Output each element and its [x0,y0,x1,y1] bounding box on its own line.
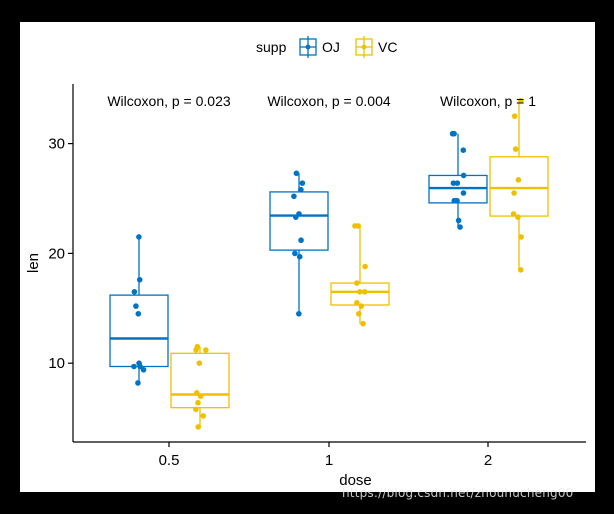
x-tick-label: 0.5 [159,452,180,469]
data-point-oj [293,170,300,177]
data-point-oj [457,224,463,230]
data-point-oj [135,380,141,386]
data-point-vc [362,263,368,270]
data-point-oj [131,363,137,370]
data-point-vc [354,280,360,286]
axes-layer: 10 20 30 0.5 1 2 dose len [25,84,586,489]
data-point-vc [356,289,363,295]
x-axis-title: dose [339,472,372,489]
y-tick-label: 10 [48,355,65,372]
points-layer [131,97,524,430]
legend-key-point [305,44,311,50]
data-point-oj [296,253,303,260]
box-oj-2 [428,133,488,228]
data-point-vc [510,211,517,217]
plot-panel: 10 20 30 0.5 1 2 dose len Wilcoxon, p = 0.023 Wi… [20,22,595,492]
data-point-vc [352,223,358,229]
data-point-vc [193,347,199,353]
data-point-vc [360,320,366,327]
y-tick-label: 30 [48,136,65,153]
box-vc-0_5 [170,346,230,427]
data-point-vc [515,214,521,220]
data-point-vc [197,393,204,399]
data-point-vc [515,177,522,183]
box-vc-1 [330,225,390,324]
data-point-oj [133,303,139,309]
data-point-oj [460,147,467,153]
data-point-oj [449,130,456,137]
data-point-oj [454,197,460,204]
data-point-oj [450,180,457,186]
data-point-oj [298,237,304,244]
data-point-oj [293,214,299,220]
data-point-oj [299,180,306,186]
data-point-vc [200,413,207,419]
legend-key-vc [355,36,373,58]
legend-label-vc: VC [378,39,397,55]
data-point-vc [195,424,202,430]
data-point-vc [358,303,365,309]
watermark-text: https://blog.csdn.net/zhouhucheng00 [342,486,574,500]
boxes-layer [109,100,549,427]
x-tick-label: 1 [325,452,333,469]
legend: supp OJ VC [256,36,397,58]
wilcoxon-annotation: Wilcoxon, p = 1 [440,93,536,109]
data-point-oj [137,363,143,370]
data-point-vc [193,406,199,413]
data-point-oj [455,217,462,224]
annotations-layer: Wilcoxon, p = 0.023 Wilcoxon, p = 0.004 Wi… [107,93,536,109]
data-point-vc [203,347,209,353]
data-point-vc [518,97,524,104]
data-point-oj [454,180,461,186]
data-point-vc [511,113,518,119]
data-point-vc [361,289,368,295]
data-point-vc [193,390,200,396]
data-point-oj [140,366,147,373]
box-oj-0_5 [109,236,169,383]
data-point-oj [291,193,297,200]
data-point-oj [298,186,304,193]
data-point-vc [511,190,517,196]
box-body [489,156,549,217]
box-body [109,294,169,368]
data-point-vc [196,360,203,367]
legend-title: supp [256,39,287,55]
box-vc-2 [489,100,549,270]
legend-label-oj: OJ [322,39,340,55]
y-axis-title: len [25,253,42,273]
data-point-vc [517,267,524,273]
data-point-vc [354,300,360,306]
legend-key-oj [299,36,317,58]
data-point-oj [131,289,138,295]
legend-key-point [361,44,367,50]
data-point-vc [518,234,524,240]
data-point-oj [296,310,302,317]
wilcoxon-annotation: Wilcoxon, p = 0.004 [267,93,391,109]
data-point-oj [292,250,298,257]
data-point-oj [135,310,142,317]
data-point-oj [460,172,467,179]
box-oj-1 [269,173,329,314]
data-point-vc [195,399,201,406]
data-point-vc [356,310,362,317]
data-point-oj [460,190,467,196]
wilcoxon-annotation: Wilcoxon, p = 0.023 [107,93,231,109]
y-tick-label: 20 [48,245,65,262]
data-point-oj [136,276,143,283]
data-point-vc [512,146,519,152]
x-tick-label: 2 [484,452,492,469]
data-point-oj [136,234,142,240]
